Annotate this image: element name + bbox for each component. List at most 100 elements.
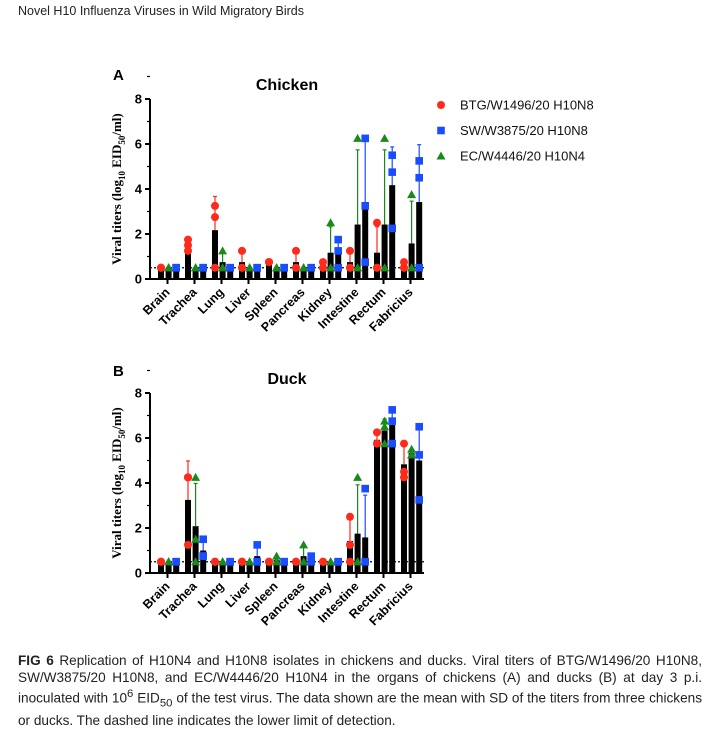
data-point-square xyxy=(199,535,207,544)
data-point-square xyxy=(388,151,396,160)
data-point-triangle xyxy=(191,472,201,481)
legend: BTG/W1496/20 H10N8 SW/W3875/20 H10N8 EC/W4… xyxy=(436,98,594,164)
caption-label: FIG 6 xyxy=(18,653,54,668)
caption-sup: 6 xyxy=(127,688,134,700)
data-point-triangle xyxy=(380,416,390,425)
legend-label: BTG/W1496/20 H10N8 xyxy=(460,98,594,113)
data-point-triangle xyxy=(353,133,363,142)
panel-label: B xyxy=(113,363,124,380)
data-point-circle xyxy=(184,246,192,255)
data-point-circle xyxy=(238,557,246,566)
bar xyxy=(200,267,207,279)
data-point-circle xyxy=(265,557,273,566)
caption-text: Replication of H10N4 and H10N8 isolates … xyxy=(18,653,702,706)
x-tick-label: Lung xyxy=(195,579,226,610)
y-axis-label-part: 10 xyxy=(117,171,127,181)
data-point-triangle xyxy=(299,557,309,566)
y-tick-label: 6 xyxy=(135,137,142,152)
data-point-circle xyxy=(211,557,219,566)
bar xyxy=(239,561,245,573)
bar xyxy=(266,561,272,573)
bar xyxy=(300,267,307,279)
data-point-square xyxy=(388,406,396,414)
data-point-circle xyxy=(400,467,408,476)
bar xyxy=(246,561,253,573)
y-axis-label: Viral titers (log10 EID50/ml) xyxy=(109,407,127,558)
panel-label: A xyxy=(113,67,124,84)
y-tick-label: 6 xyxy=(135,431,142,446)
data-point-square xyxy=(388,417,396,425)
data-point-triangle xyxy=(299,263,309,272)
bar xyxy=(173,561,180,573)
bar xyxy=(281,561,288,573)
data-point-circle xyxy=(211,263,219,272)
y-axis-label-part: Viral titers (log xyxy=(109,180,124,265)
data-point-triangle xyxy=(218,557,228,566)
data-point-square xyxy=(334,235,342,244)
data-point-square xyxy=(172,557,180,566)
data-point-circle xyxy=(184,235,192,244)
chart-title: Chicken xyxy=(256,77,318,94)
data-point-circle xyxy=(373,428,381,437)
data-point-circle xyxy=(400,439,408,448)
data-point-square xyxy=(280,557,288,566)
data-point-square xyxy=(415,422,423,431)
data-point-triangle xyxy=(326,263,336,272)
data-point-triangle xyxy=(272,557,282,566)
data-point-circle xyxy=(346,512,354,521)
legend-label: SW/W3875/20 H10N8 xyxy=(460,123,588,138)
data-point-square xyxy=(361,557,369,566)
bar xyxy=(389,424,396,573)
data-point-square xyxy=(172,263,180,272)
bar xyxy=(173,267,180,279)
y-tick-label: 8 xyxy=(135,386,142,401)
bar xyxy=(165,561,172,573)
data-point-circle xyxy=(400,263,408,272)
bar xyxy=(401,265,407,279)
data-point-triangle xyxy=(380,263,390,272)
data-point-circle xyxy=(238,246,246,255)
data-point-circle xyxy=(373,263,381,272)
data-point-circle xyxy=(157,263,165,272)
data-point-square xyxy=(334,263,342,272)
data-point-triangle xyxy=(326,557,336,566)
data-point-circle xyxy=(157,557,165,566)
y-tick-label: 0 xyxy=(135,566,142,581)
data-point-circle xyxy=(346,246,354,255)
bar xyxy=(158,267,164,279)
data-point-circle xyxy=(373,439,381,448)
bar xyxy=(408,243,415,279)
data-point-circle xyxy=(265,258,273,267)
bar xyxy=(308,559,315,573)
data-point-triangle xyxy=(299,540,309,549)
bar xyxy=(158,561,164,573)
data-point-circle xyxy=(373,218,381,227)
data-point-square xyxy=(334,247,342,255)
data-point-square xyxy=(307,557,315,566)
data-point-square xyxy=(388,439,396,448)
chart-title: Duck xyxy=(267,371,306,388)
data-point-square xyxy=(415,263,423,272)
data-point-circle xyxy=(319,258,327,267)
data-point-circle xyxy=(238,263,246,272)
bar xyxy=(165,267,172,279)
bar xyxy=(192,267,199,279)
data-point-square xyxy=(253,557,261,566)
y-axis-label-part: EID xyxy=(109,145,124,171)
data-point-circle xyxy=(400,258,408,267)
bar xyxy=(320,265,326,279)
bar xyxy=(354,224,361,279)
caption-text: EID xyxy=(133,690,160,706)
data-point-square xyxy=(415,496,423,504)
data-point-triangle xyxy=(191,557,201,566)
data-point-triangle xyxy=(353,557,363,566)
x-tick-label: Lung xyxy=(195,285,226,316)
data-point-circle xyxy=(346,557,354,566)
data-point-square xyxy=(307,263,315,272)
data-point-square xyxy=(437,126,445,135)
bar xyxy=(374,439,380,573)
data-point-triangle xyxy=(191,263,201,272)
bar xyxy=(200,550,207,573)
data-point-triangle xyxy=(380,422,390,431)
data-point-circle xyxy=(437,101,445,109)
